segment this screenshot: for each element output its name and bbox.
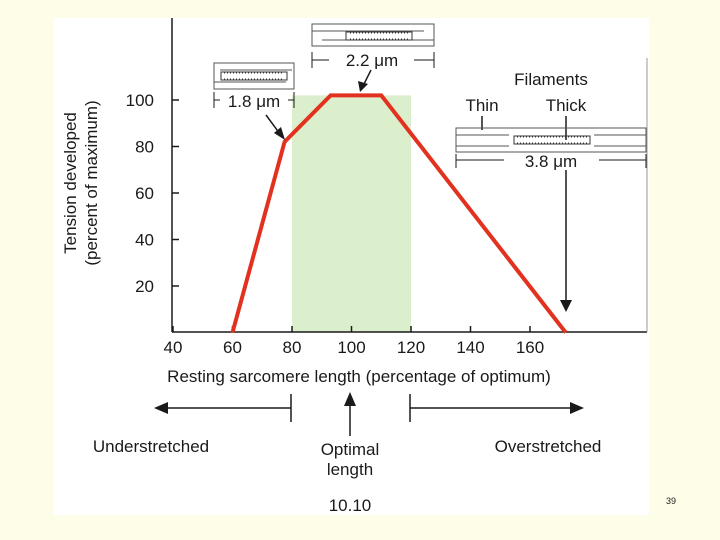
optimal-band-layer <box>292 95 411 332</box>
y-tick-label: 20 <box>135 277 154 296</box>
thick-label: Thick <box>546 96 587 115</box>
x-tick-label: 100 <box>337 338 365 357</box>
length-long-label: 3.8 μm <box>525 152 577 171</box>
x-tick-label: 60 <box>223 338 242 357</box>
overstretched-region: Overstretched <box>409 394 602 456</box>
figure-number: 10.10 <box>329 496 372 515</box>
long-arrow-head <box>560 300 572 312</box>
axes-layer <box>171 18 648 333</box>
length-optimal-label: 2.2 μm <box>346 51 398 70</box>
y-tick-label: 40 <box>135 231 154 250</box>
y-tick-label: 80 <box>135 138 154 157</box>
x-axis-label: Resting sarcomere length (percentage of … <box>167 367 551 386</box>
understretched-label: Understretched <box>93 437 209 456</box>
curve-layer <box>230 93 568 334</box>
length-short-label: 1.8 μm <box>228 92 280 111</box>
x-tick-label: 40 <box>164 338 183 357</box>
sarcomere-short-diagram: 1.8 μm <box>213 62 295 111</box>
optimal-label-line2: length <box>327 460 373 479</box>
x-tick-label: 160 <box>516 338 544 357</box>
x-tick-label: 80 <box>283 338 302 357</box>
optimal-label-line1: Optimal <box>321 440 380 459</box>
sarcomere-long-diagram: 3.8 μm <box>455 116 647 171</box>
page-number: 39 <box>666 496 677 506</box>
tension-length-chart: 40 60 80 100 120 140 160 20 40 60 80 100 Resting sa… <box>61 18 648 515</box>
x-tick-label: 140 <box>456 338 484 357</box>
filaments-title: Filaments <box>514 70 588 89</box>
sarcomere-optimal-diagram: 2.2 μm <box>311 23 435 70</box>
optimal-arrow-line <box>363 69 372 85</box>
y-axis-label-line2: (percent of maximum) <box>82 100 101 265</box>
y-axis-label-line1: Tension developed <box>61 112 80 254</box>
understretched-region: Understretched <box>93 394 292 456</box>
tick-layer: 40 60 80 100 120 140 160 20 40 60 80 100 <box>126 91 545 357</box>
short-arrow-head <box>274 127 285 140</box>
x-tick-label: 120 <box>397 338 425 357</box>
optimal-arrow-head <box>358 81 368 92</box>
tension-curve <box>230 93 568 334</box>
thin-label: Thin <box>465 96 498 115</box>
overstretched-label: Overstretched <box>495 437 602 456</box>
figure-panel: 40 60 80 100 120 140 160 20 40 60 80 100 Resting sa… <box>54 18 649 515</box>
optimal-region: Optimal length <box>321 392 380 479</box>
optimal-band <box>292 95 411 332</box>
y-tick-label: 60 <box>135 184 154 203</box>
y-tick-label: 100 <box>126 91 154 110</box>
